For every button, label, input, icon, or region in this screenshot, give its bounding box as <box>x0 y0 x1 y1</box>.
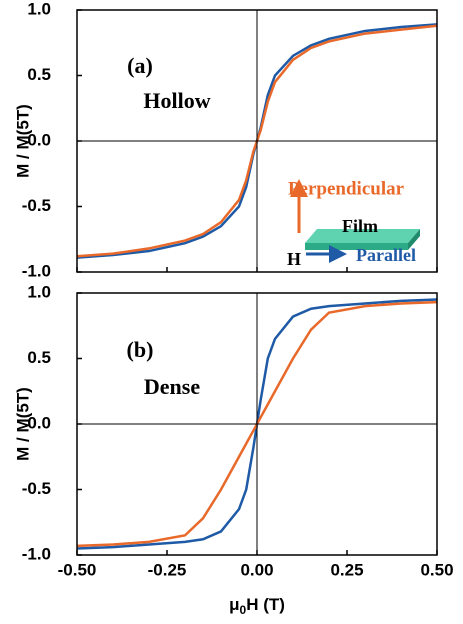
y-tick-label: -0.5 <box>22 479 51 498</box>
y-tick-label: 1.0 <box>27 282 51 301</box>
y-tick-label: -1.0 <box>22 544 51 563</box>
film-end <box>408 229 420 250</box>
annotation: (a) <box>127 53 153 78</box>
y-axis-label: M / M(5T) <box>13 104 32 178</box>
y-tick-label: -1.0 <box>22 261 51 280</box>
film-top <box>305 229 420 243</box>
y-tick-label: -0.5 <box>22 196 51 215</box>
x-tick-label: -0.50 <box>58 560 97 579</box>
annotation: Hollow <box>143 88 210 113</box>
h-label: H <box>287 249 301 269</box>
y-tick-label: 1.0 <box>27 0 51 18</box>
x-tick-label: 0.00 <box>240 560 273 579</box>
x-label-part: μ <box>229 595 239 614</box>
y-axis-label: M / M(5T) <box>13 387 32 461</box>
y-tick-label: 0.0 <box>27 413 51 432</box>
plot-frame <box>76 9 438 273</box>
x-tick-label: 0.25 <box>330 560 363 579</box>
annotation: (b) <box>127 337 154 362</box>
inset: Film H Perpendicular Parallel <box>287 178 420 269</box>
legend-entry: Parallel <box>356 245 416 265</box>
y-tick-label: 0.5 <box>27 348 51 367</box>
x-label-sub: 0 <box>240 603 247 617</box>
x-axis-label: μ0H (T) <box>229 595 285 617</box>
y-tick-label: 0.0 <box>27 130 51 149</box>
x-tick-label: -0.25 <box>148 560 187 579</box>
x-tick-label: 0.50 <box>420 560 453 579</box>
film-label: Film <box>342 216 378 236</box>
legend-entry: Perpendicular <box>288 178 405 199</box>
y-tick-label: 0.5 <box>27 65 51 84</box>
annotation: Dense <box>144 374 200 399</box>
plot-frame <box>76 292 438 556</box>
x-label-part: H (T) <box>246 595 285 614</box>
